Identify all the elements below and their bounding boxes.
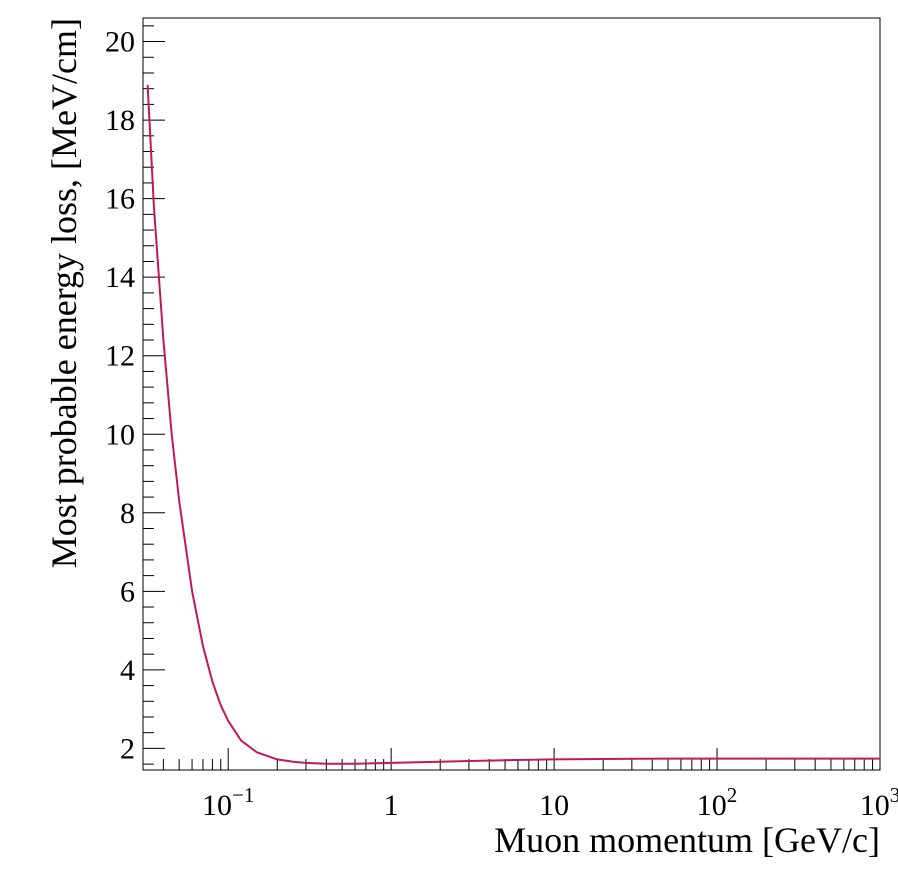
y-tick-label: 14 — [105, 261, 135, 294]
x-tick-label: 102 — [697, 783, 738, 822]
y-tick-label: 10 — [105, 418, 135, 451]
y-axis-ticks — [143, 25, 165, 765]
plot-frame — [142, 17, 881, 771]
y-axis-title: Most probable energy loss, [MeV/cm] — [44, 18, 84, 568]
y-tick-label: 20 — [105, 26, 135, 59]
x-tick-label: 10−1 — [202, 783, 254, 822]
x-tick-label: 103 — [860, 783, 898, 822]
x-tick-label: 10 — [539, 789, 569, 822]
x-axis-title: Muon momentum [GeV/c] — [494, 820, 880, 860]
y-tick-labels: 2 4 6 8 10 12 14 16 18 20 — [105, 26, 135, 766]
y-tick-label: 6 — [120, 575, 135, 608]
y-tick-label: 18 — [105, 104, 135, 137]
y-tick-label: 2 — [120, 732, 135, 765]
series-line — [146, 84, 880, 765]
y-tick-label: 16 — [105, 183, 135, 216]
y-tick-label: 12 — [105, 340, 135, 373]
x-tick-label: 1 — [384, 789, 399, 822]
y-tick-label: 4 — [120, 654, 135, 687]
x-axis-ticks — [142, 748, 881, 770]
y-tick-label: 8 — [120, 497, 135, 530]
x-tick-labels: 10−1 1 10 102 103 — [202, 783, 898, 822]
